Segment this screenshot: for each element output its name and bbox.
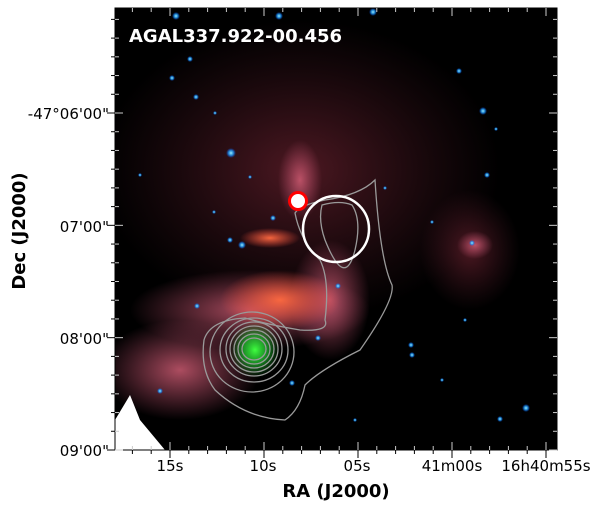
y-axis-label: Dec (J2000) [9, 172, 30, 289]
axes-frame [114, 7, 558, 451]
star [238, 241, 246, 249]
star [315, 335, 321, 341]
x-tick-label: 05s [344, 457, 371, 475]
star [270, 215, 276, 221]
x-tick-label: 10s [250, 457, 277, 475]
star [497, 416, 503, 422]
x-axis-label: RA (J2000) [282, 481, 389, 502]
y-tick-label: 08'00" [60, 330, 109, 348]
star [353, 418, 357, 422]
sky-image [115, 8, 557, 450]
star [275, 12, 283, 20]
figure-title: AGAL337.922-00.456 [129, 26, 342, 47]
star [212, 210, 216, 214]
star [138, 173, 142, 177]
star [172, 12, 180, 20]
x-tick-label: 41m00s [422, 457, 483, 475]
white-marker-circle [301, 194, 371, 264]
star [289, 380, 295, 386]
star [522, 404, 530, 412]
star [369, 8, 377, 16]
star [194, 303, 200, 309]
y-tick-label: 09'00" [60, 442, 109, 460]
y-tick-label: -47°06'00" [28, 105, 109, 123]
star [157, 388, 163, 394]
star [494, 127, 498, 131]
star [226, 148, 236, 158]
x-tick-label: 15s [157, 457, 184, 475]
star [456, 68, 462, 74]
star [408, 342, 414, 348]
star [335, 283, 341, 289]
star [479, 107, 487, 115]
star [227, 237, 233, 243]
star [484, 172, 490, 178]
star [440, 378, 444, 382]
stars [138, 8, 530, 422]
star [169, 75, 175, 81]
star [248, 175, 252, 179]
y-tick-label: 07'00" [60, 218, 109, 236]
contours [202, 178, 393, 421]
star [213, 111, 217, 115]
star [187, 56, 193, 62]
x-tick-label: 16h40m55s [501, 457, 590, 475]
star [193, 94, 199, 100]
star [430, 220, 434, 224]
star [469, 240, 475, 246]
x-tick-labels: 15s 10s 05s 41m00s 16h40m55s [157, 457, 591, 475]
star [383, 186, 387, 190]
red-marker-circle [288, 191, 308, 211]
star [463, 318, 467, 322]
ticks [107, 8, 557, 458]
star [409, 352, 415, 358]
y-tick-labels: -47°06'00" 07'00" 08'00" 09'00" [28, 105, 109, 460]
